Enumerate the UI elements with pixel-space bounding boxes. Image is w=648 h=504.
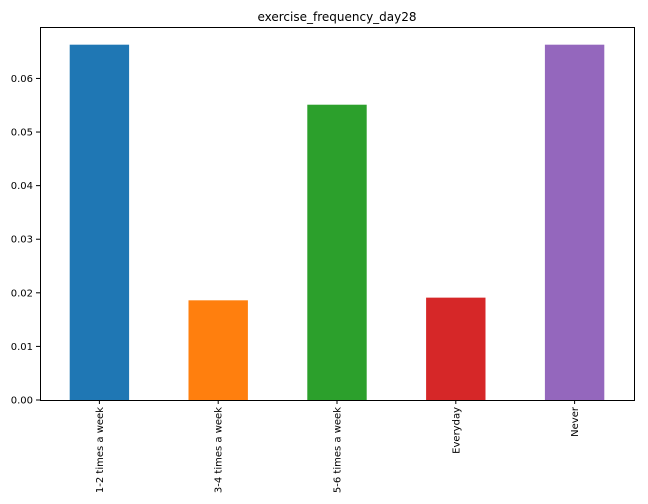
y-tick-label: 0.06 (11, 74, 33, 85)
y-tick-label: 0.01 (11, 342, 33, 353)
y-tick-label: 0.04 (11, 181, 33, 192)
y-tick-label: 0.05 (11, 128, 33, 139)
x-axis: 1-2 times a week 3-4 times a week 5-6 time… (95, 400, 581, 493)
y-tick-label: 0.00 (11, 396, 33, 407)
x-tick-label: 5-6 times a week (333, 407, 344, 493)
bar-1 (188, 300, 248, 400)
plot-frame (40, 27, 635, 401)
y-tick-label: 0.02 (11, 288, 33, 299)
bars-group (69, 44, 605, 401)
chart-title: exercise_frequency_day28 (257, 10, 416, 24)
y-axis: 0.00 0.01 0.02 0.03 0.04 0.05 0.06 (11, 74, 40, 407)
x-tick-label: Everyday (451, 407, 462, 454)
y-tick-label: 0.03 (11, 235, 33, 246)
bar-3 (426, 297, 486, 400)
x-tick-label: Never (570, 406, 581, 437)
x-tick-label: 1-2 times a week (95, 407, 106, 493)
x-tick-label: 3-4 times a week (214, 407, 225, 493)
bar-0 (69, 44, 130, 401)
bar-4 (544, 44, 605, 401)
bar-2 (307, 104, 367, 400)
